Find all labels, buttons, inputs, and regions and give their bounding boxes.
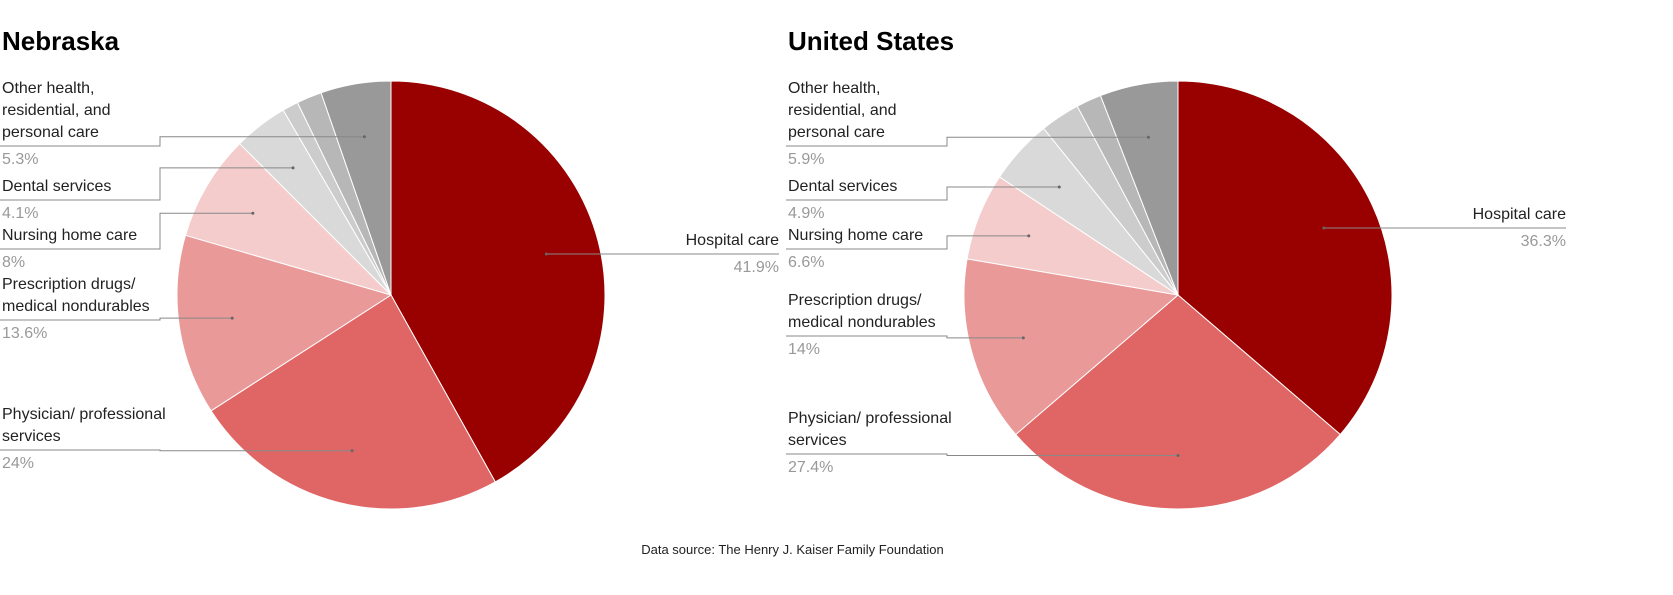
leader-line [0, 167, 294, 201]
leader-dot [291, 166, 295, 170]
label-value: 8% [2, 254, 26, 271]
leader-line [786, 335, 1024, 339]
label-name: Physician/ professional services [2, 406, 166, 445]
pie-slice [390, 80, 606, 483]
leader-dot [1027, 234, 1031, 238]
pie-slice [184, 142, 392, 296]
leader-line [786, 453, 1178, 456]
pie-slice [1177, 80, 1393, 436]
label-value: 36.3% [1520, 233, 1566, 250]
label-value: 6.6% [788, 254, 825, 271]
label-value: 24% [2, 455, 35, 472]
chart-title: Nebraska [2, 26, 120, 56]
label-value: 14% [788, 341, 821, 358]
label-value: 27.4% [788, 459, 834, 476]
pie-slice [1099, 80, 1179, 296]
leader-line [786, 186, 1060, 201]
label-name: Hospital care [685, 232, 779, 249]
leader-dot [1322, 226, 1326, 230]
label-value: 41.9% [733, 259, 779, 276]
leader-dot [544, 252, 548, 256]
label-name: Other health, residential, and personal … [2, 80, 111, 141]
leader-dot [1057, 185, 1061, 189]
label-name: Dental services [788, 178, 898, 195]
leader-dot [251, 211, 255, 215]
leader-line [0, 449, 353, 452]
leader-dot [1146, 135, 1150, 139]
leader-dot [1021, 336, 1025, 340]
label-name: Other health, residential, and personal … [788, 80, 897, 141]
leader-line [786, 235, 1029, 250]
leader-dot [350, 449, 354, 453]
leader-line [0, 317, 233, 321]
pie-slice [176, 234, 393, 412]
label-value: 5.9% [788, 151, 825, 168]
chart-title: United States [788, 26, 955, 56]
label-name: Prescription drugs/ medical nondurables [788, 292, 936, 331]
leader-line [786, 136, 1149, 147]
label-name: Nursing home care [2, 227, 138, 244]
label-name: Physician/ professional services [788, 410, 952, 449]
label-value: 5.3% [2, 151, 39, 168]
leader-line [0, 212, 253, 250]
label-name: Prescription drugs/ medical nondurables [2, 276, 150, 315]
label-name: Dental services [2, 178, 112, 195]
pie-slice [210, 294, 496, 510]
label-value: 4.9% [788, 205, 825, 222]
pie-slice [963, 258, 1180, 436]
label-value: 13.6% [2, 325, 48, 342]
label-value: 4.1% [2, 205, 39, 222]
leader-dot [1176, 454, 1180, 457]
leader-dot [362, 135, 366, 139]
label-name: Nursing home care [788, 227, 924, 244]
leader-dot [230, 316, 234, 320]
label-name: Hospital care [1472, 206, 1566, 223]
leader-line [0, 136, 365, 147]
footer: Data source: The Henry J. Kaiser Family … [641, 542, 944, 557]
pie-slice [320, 80, 392, 296]
